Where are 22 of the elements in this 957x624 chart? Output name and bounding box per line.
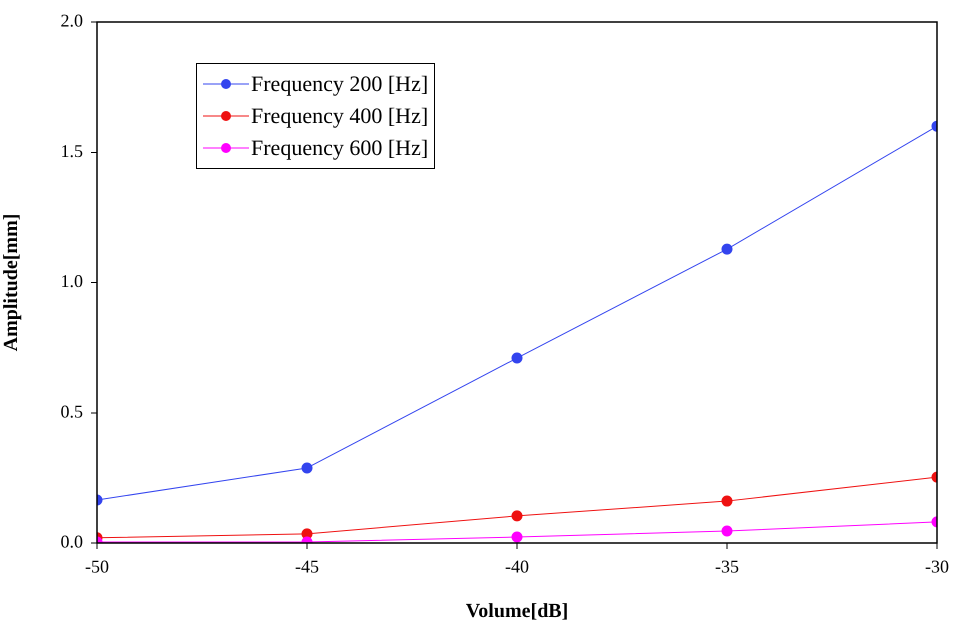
y-tick-label: 2.0 [60,10,83,31]
legend-label: Frequency 600 [Hz] [251,134,428,162]
x-tick-label: -40 [505,556,529,577]
x-tick-label: -35 [715,556,739,577]
y-tick-label: 0.0 [60,532,83,552]
point [512,352,522,364]
y-tick-label: 0.5 [60,401,83,422]
point [302,462,312,474]
y-tick-label: 1.5 [60,140,83,161]
y-axis-title: Amplitude[mm] [0,214,22,352]
x-axis-title: Volume[dB] [466,600,568,622]
y-tick-label: 1.0 [60,271,83,292]
point [512,532,522,543]
point [722,244,732,255]
point [512,510,522,522]
x-tick-label: -30 [925,556,949,577]
point [722,496,732,507]
x-tick-label: -50 [85,556,109,577]
legend-label: Frequency 400 [Hz] [251,102,428,130]
x-tick-label: -45 [295,556,319,577]
point [722,526,732,537]
legend-label: Frequency 200 [Hz] [251,70,428,98]
